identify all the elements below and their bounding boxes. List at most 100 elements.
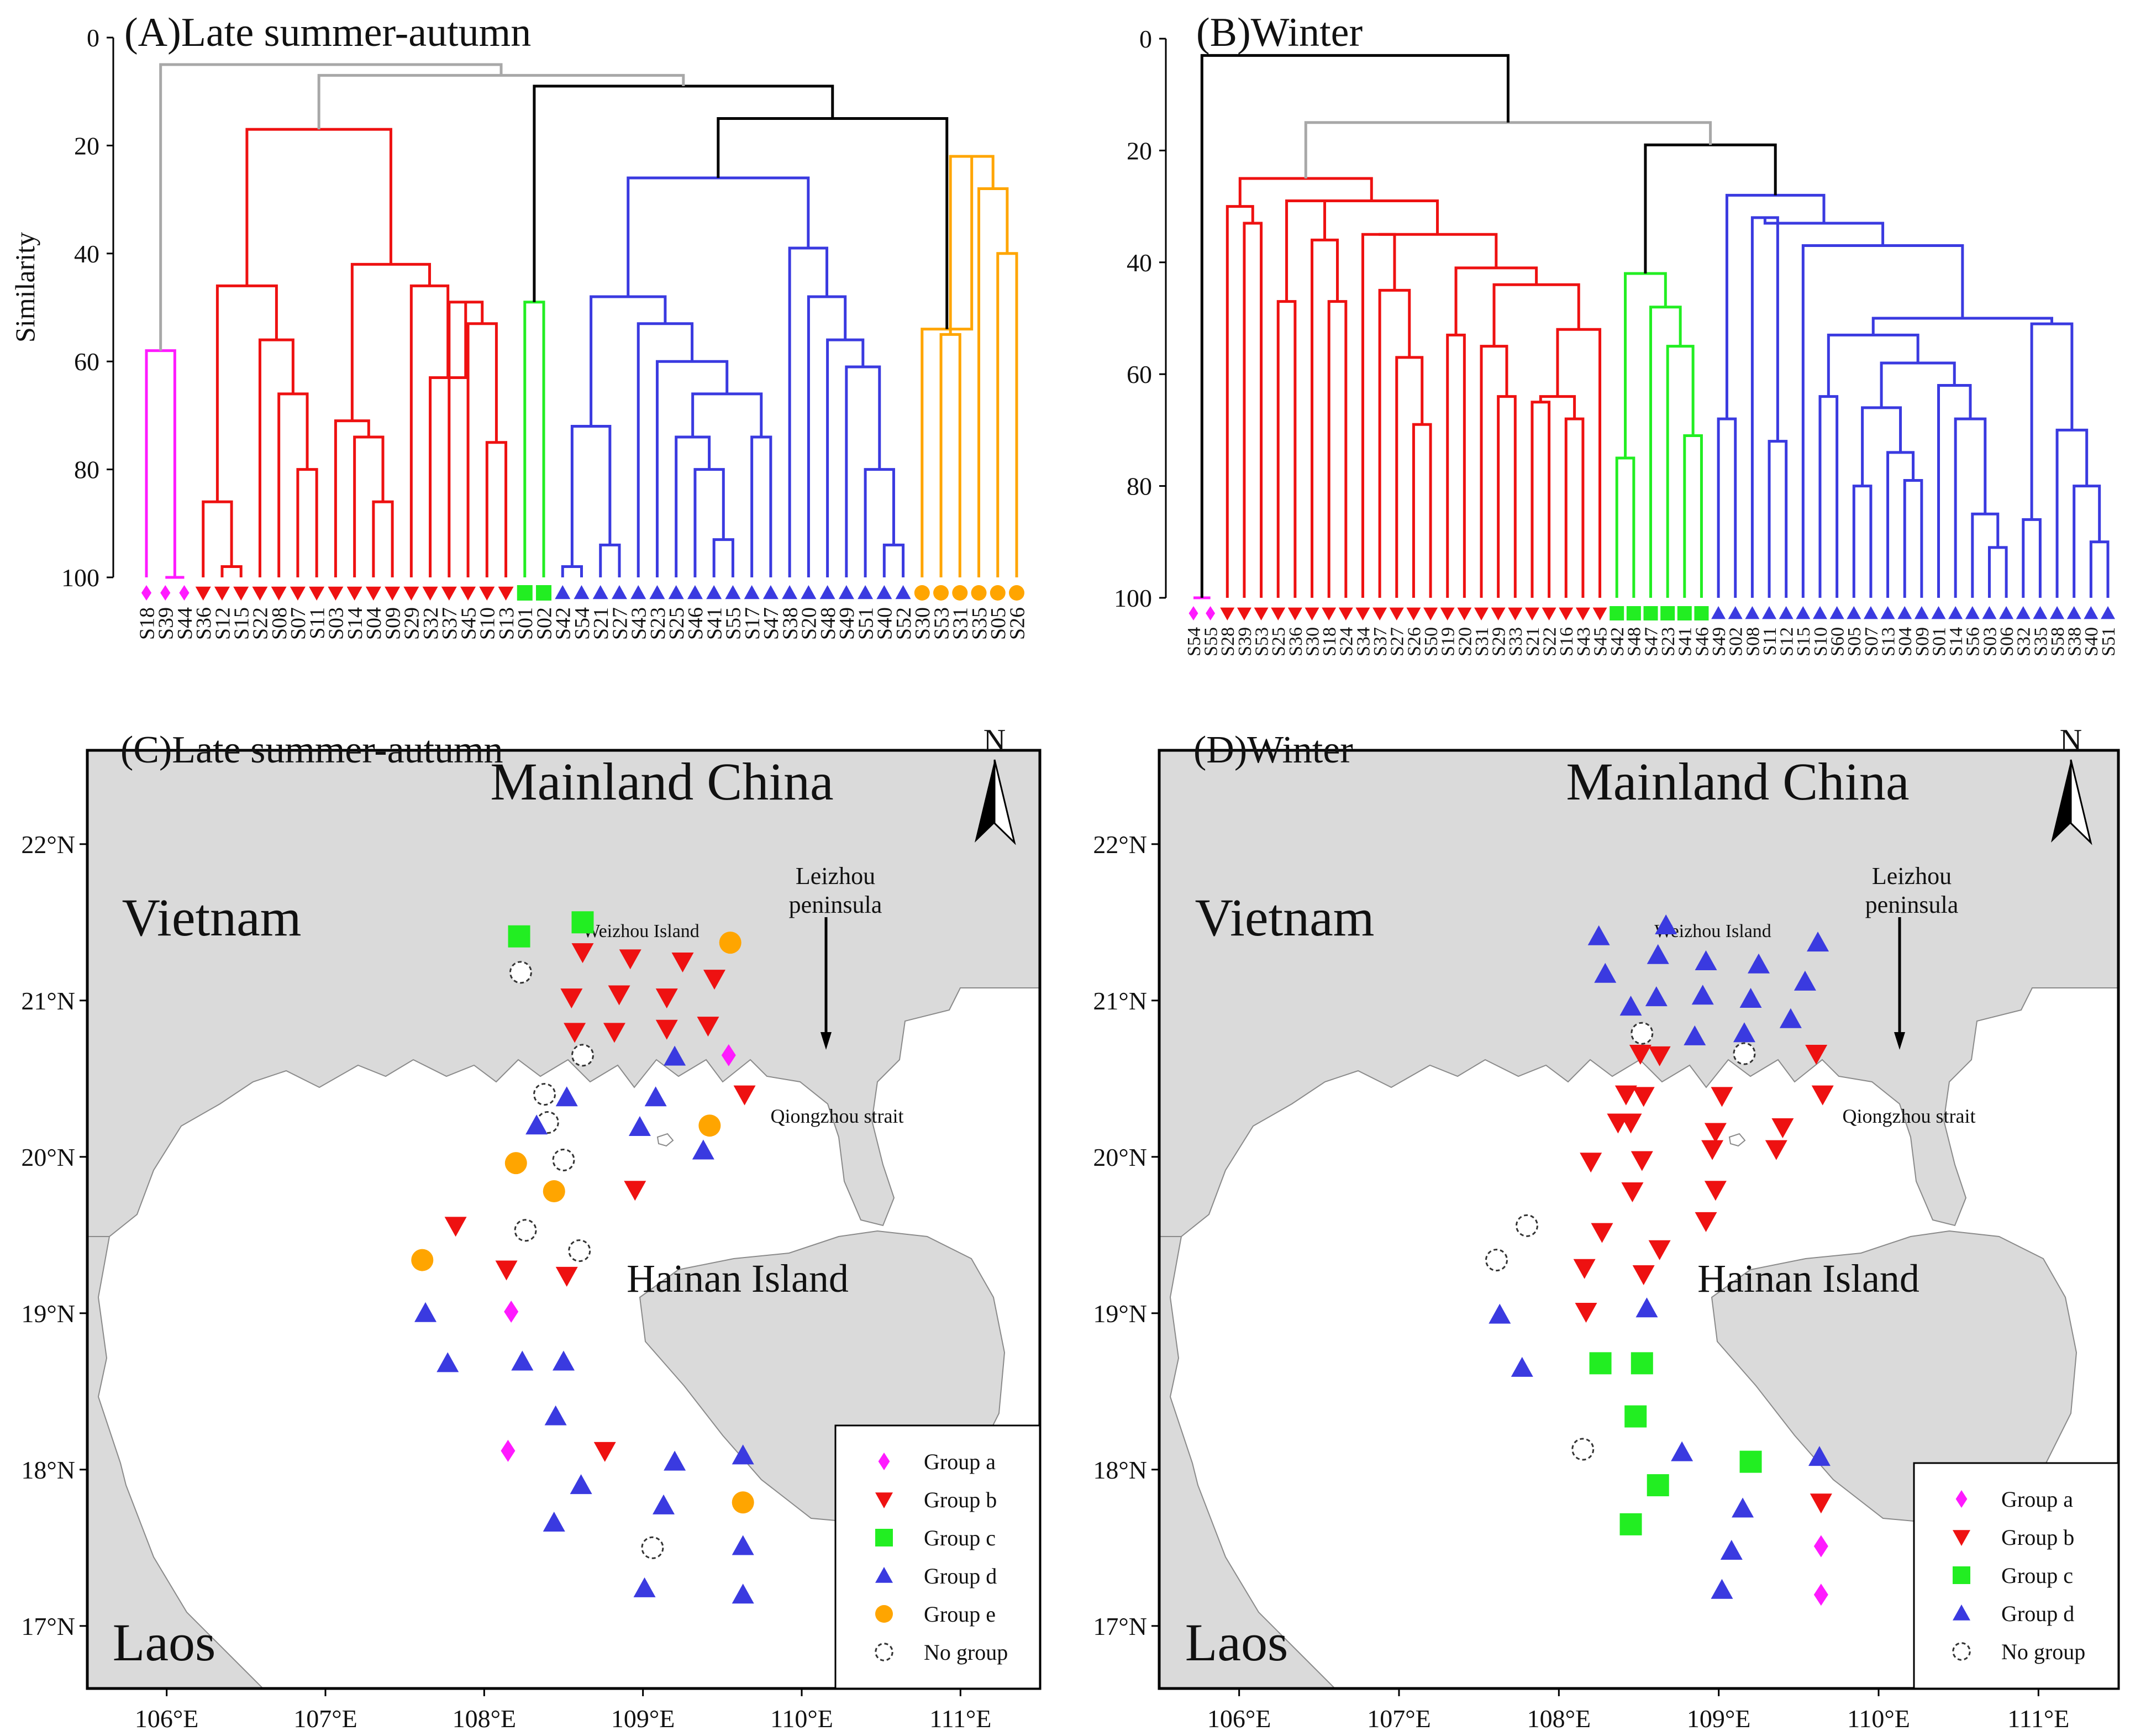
station-marker <box>1811 1085 1834 1106</box>
leaf-marker <box>876 585 892 599</box>
dendrogram-link <box>1379 233 1498 268</box>
station-marker <box>568 1239 591 1262</box>
station-marker <box>508 925 530 948</box>
leaf-marker <box>555 585 571 599</box>
leaf-label: S21 <box>1523 627 1543 656</box>
x-tick-label: 109°E <box>611 1705 675 1733</box>
leaf-label: S49 <box>835 607 859 640</box>
x-tick-label: 110°E <box>770 1705 833 1733</box>
station-marker <box>719 932 741 954</box>
legend-label: Group c <box>2001 1563 2073 1588</box>
leaf-label: S08 <box>268 607 291 640</box>
legend-marker <box>1953 1530 1970 1546</box>
leaf-marker <box>1829 606 1844 619</box>
leaf-marker <box>630 585 646 599</box>
panel-d-title: (D)Winter <box>1193 729 1353 771</box>
leaf-label: S20 <box>1455 627 1475 656</box>
y-tick-label: 20°N <box>1093 1143 1147 1171</box>
leizhou-label: Leizhou <box>1872 862 1952 890</box>
leaf-marker <box>706 585 722 599</box>
station-marker <box>1711 1087 1733 1107</box>
leaf-marker <box>1863 606 1878 619</box>
leaf-marker <box>649 585 665 599</box>
station-marker <box>571 911 594 934</box>
leaf-label: S52 <box>892 607 916 640</box>
leaf-marker <box>990 585 1006 601</box>
leaf-label: S29 <box>1489 627 1510 656</box>
leaf-label: S36 <box>192 607 215 640</box>
leaf-marker <box>1643 606 1658 620</box>
station-marker <box>1580 1153 1602 1173</box>
station-marker <box>628 1116 651 1137</box>
legend-marker <box>1953 1566 1970 1584</box>
station-marker <box>544 1405 567 1425</box>
leaf-marker <box>819 585 835 599</box>
panel-b-links <box>1193 54 2110 599</box>
legend-label: Group b <box>2001 1525 2074 1550</box>
dendrogram-link <box>1285 199 1327 302</box>
leaf-marker <box>1188 606 1198 620</box>
station-marker <box>1813 1535 1828 1558</box>
leaf-marker <box>1728 606 1743 619</box>
legend-marker <box>1953 1605 1970 1621</box>
y-tick-label: 40 <box>1127 249 1152 277</box>
station-marker <box>560 988 583 1009</box>
leaf-marker <box>479 586 495 601</box>
y-tick-label: 20 <box>1127 136 1152 165</box>
station-marker <box>655 1019 678 1040</box>
leaf-label: S60 <box>1828 627 1848 656</box>
station-marker <box>1647 944 1669 964</box>
leaf-label: S50 <box>1421 627 1442 656</box>
leaf-marker <box>2016 606 2031 619</box>
leaf-marker <box>1965 606 1980 619</box>
legend-label: Group a <box>924 1449 996 1474</box>
leaf-marker <box>271 586 287 601</box>
leaf-marker <box>441 586 457 601</box>
leaf-label: S14 <box>344 607 367 640</box>
leaf-label: S08 <box>1743 627 1763 656</box>
leaf-marker <box>1457 607 1472 620</box>
station-marker <box>721 1044 736 1066</box>
station-marker <box>641 1536 664 1559</box>
leaf-label: S42 <box>1607 627 1628 656</box>
leaf-marker <box>1897 606 1912 619</box>
map-winter: 106°E 107°E 108°E 109°E 110°E 111°E 17°N 18°N 19… <box>1093 723 2120 1733</box>
station-marker <box>1695 950 1717 971</box>
panel-a-title: (A)Late summer-autumn <box>124 10 531 55</box>
station-marker <box>1684 1025 1706 1045</box>
leaf-label: S42 <box>552 607 575 640</box>
leaf-marker <box>1779 606 1794 619</box>
station-marker <box>1805 1045 1828 1065</box>
station-marker <box>1587 925 1610 945</box>
y-tick-label: 20°N <box>21 1143 75 1171</box>
leaf-marker <box>1931 606 1946 619</box>
station-marker <box>504 1152 527 1175</box>
station-marker <box>655 988 678 1009</box>
panel-a-leaf-labels: S18S39S44S36S12S15S22S08S07S11S03S14S04S… <box>135 607 1029 640</box>
panel-c-frame <box>86 749 1042 1690</box>
panel-a-leaf-markers <box>141 585 1024 601</box>
leaf-label: S07 <box>287 607 310 640</box>
leaf-label: S03 <box>1980 627 2000 656</box>
legend-marker <box>1955 1490 1968 1508</box>
leizhou-arrow <box>1894 917 1905 1050</box>
leaf-marker <box>1762 606 1777 619</box>
station-marker <box>1624 1405 1647 1428</box>
station-marker <box>697 1017 719 1037</box>
vietnam-label: Vietnam <box>1195 888 1375 947</box>
leaf-marker <box>1491 607 1506 620</box>
station-marker <box>504 1300 519 1323</box>
leaf-marker <box>801 585 817 599</box>
map-late-summer-autumn: 106°E 107°E 108°E 109°E 110°E 111°E 17°N 18°N 19… <box>21 723 1042 1733</box>
panel-c-axis-ticks: 106°E 107°E 108°E 109°E 110°E 111°E 17°N 18°N 19… <box>21 830 991 1733</box>
dendrogram-link <box>159 63 503 351</box>
leaf-label: S37 <box>1370 627 1391 656</box>
station-marker <box>1575 1302 1597 1323</box>
station-marker <box>603 1023 625 1043</box>
leaf-label: S24 <box>1337 627 1357 656</box>
leaf-marker <box>762 585 779 599</box>
leaf-label: S32 <box>419 607 443 640</box>
station-marker <box>533 1083 556 1106</box>
leaf-marker <box>1880 606 1895 619</box>
hainan-island-label: Hainan Island <box>1697 1256 1919 1301</box>
